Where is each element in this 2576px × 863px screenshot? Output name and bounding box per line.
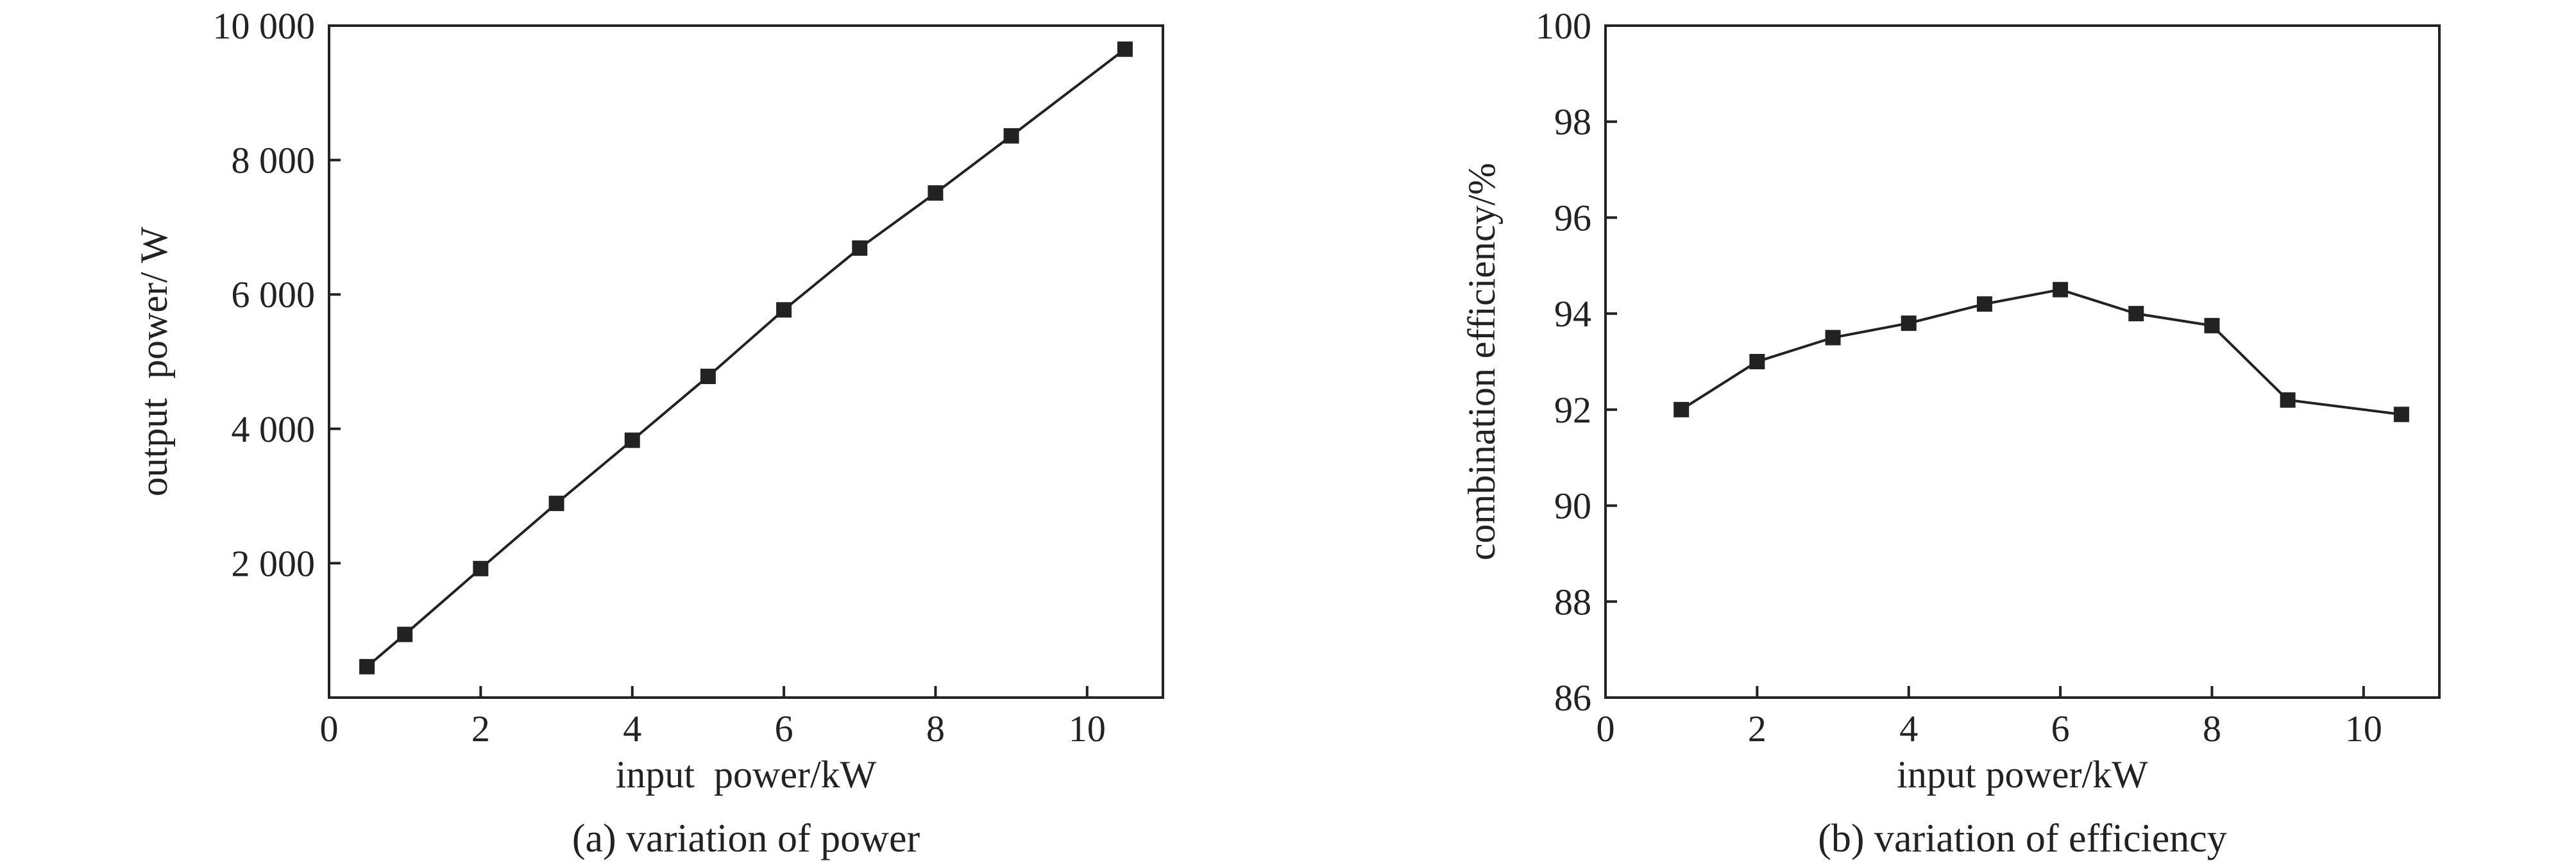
data-point-marker [1901,315,1917,331]
y-tick-label: 4 000 [232,408,316,450]
data-point-marker [2280,392,2296,408]
data-point-marker [2204,317,2220,333]
data-point-marker [397,626,413,642]
series-line [1681,288,2402,416]
data-point-marker [548,496,564,512]
data-point-marker [928,185,944,201]
figure-caption: (a) variation of power [572,817,920,860]
figure-caption: (b) variation of efficiency [1818,817,2227,860]
y-tick-label: 10 000 [213,5,316,47]
plot-frame [328,24,1164,699]
x-tick-label: 4 [623,708,641,750]
x-tick-label: 2 [471,708,490,750]
x-tick-label: 8 [2203,708,2221,750]
data-point-marker [2393,406,2409,423]
x-axis-title: input power/kW [616,753,877,796]
x-tick-label: 6 [2051,708,2070,750]
data-point-marker [473,560,489,576]
data-point-marker [776,302,792,318]
data-point-marker [1003,128,1019,144]
data-point-marker [1976,296,1992,312]
data-point-marker [1674,401,1690,417]
x-tick-label: 6 [775,708,793,750]
data-point-marker [700,369,716,385]
x-tick-label: 2 [1748,708,1767,750]
x-axis-title: input power/kW [1897,753,2148,796]
y-tick-label: 86 [1554,677,1591,719]
y-tick-label: 88 [1554,581,1591,623]
plot-frame [1604,24,2441,699]
x-tick-label: 4 [1899,708,1918,750]
y-tick-label: 100 [1536,5,1591,47]
data-point-marker [2053,281,2069,297]
y-axis-title: combination efficiency/% [1461,163,1503,560]
data-point-marker [852,240,868,256]
chart-output-power: 0 2 4 6 8 10 2 000 4 000 6 000 8 000 10 000 input p… [133,5,1164,860]
y-tick-label: 96 [1554,197,1591,239]
y-tick-label: 90 [1554,485,1591,527]
y-tick-label: 94 [1554,293,1591,335]
x-tick-label: 10 [2345,708,2382,750]
y-tick-label: 2 000 [232,542,316,584]
data-point-marker [1825,330,1841,346]
data-point-marker [624,432,640,448]
x-tick-label: 0 [320,708,339,750]
chart-combination-efficiency: 0 2 4 6 8 10 86 88 90 92 94 96 98 100 input power/kW co… [1461,5,2441,860]
data-point-marker [1749,354,1765,369]
x-tick-label: 0 [1597,708,1615,750]
y-tick-label: 8 000 [232,140,316,181]
x-tick-label: 10 [1069,708,1106,750]
y-tick-label: 6 000 [232,274,316,315]
y-tick-label: 92 [1554,389,1591,431]
data-point-marker [1117,41,1133,57]
data-point-marker [359,658,375,674]
y-tick-label: 98 [1554,101,1591,143]
y-axis-title: output power/ W [133,226,175,496]
x-tick-label: 8 [926,708,945,750]
data-point-marker [2128,306,2144,322]
